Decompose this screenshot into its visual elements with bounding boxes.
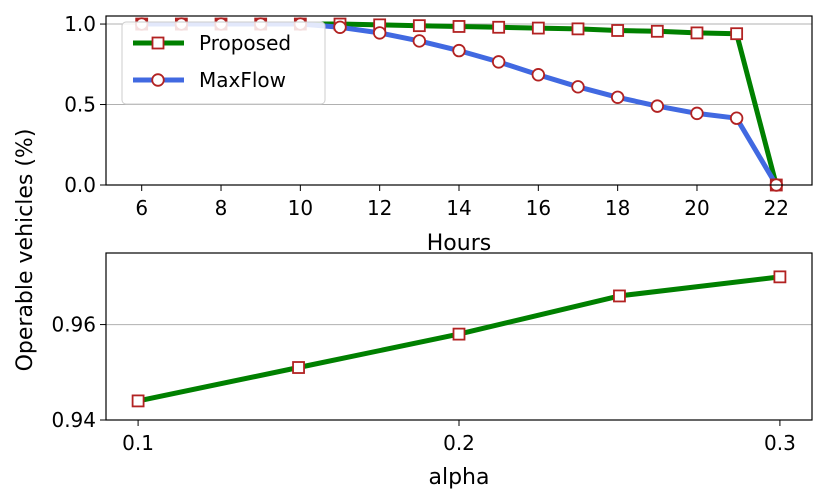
chart-hours: 0.0 0.5 1.0 6 8 10 12 14 16 18 20 22 Hours Proposed Ma… <box>64 12 813 256</box>
x-tick-label: 16 <box>526 196 551 220</box>
data-point-proposed <box>492 20 506 34</box>
shared-y-axis-label: Operable vehicles (%) <box>13 129 38 372</box>
x-tick-label: 0.1 <box>122 431 154 455</box>
plot-frame <box>105 15 813 186</box>
data-point-proposed <box>690 26 704 40</box>
data-point-maxflow <box>610 90 625 104</box>
legend-marker-maxflow <box>151 73 165 87</box>
x-tick-label: 0.3 <box>764 431 796 455</box>
x-tick-label: 0.2 <box>443 431 475 455</box>
legend: Proposed MaxFlow <box>121 21 326 105</box>
data-point-proposed <box>571 22 585 36</box>
plot-frame <box>105 252 813 421</box>
chart-alpha: 0.94 0.96 0.1 0.2 0.3 alpha <box>51 252 813 490</box>
data-point-maxflow <box>571 80 585 94</box>
data-point-alpha <box>131 394 145 408</box>
data-point-maxflow <box>531 68 546 82</box>
data-point-proposed <box>650 24 664 38</box>
x-tick-label: 14 <box>446 196 471 220</box>
data-point-maxflow <box>491 55 506 69</box>
y-tick-label: 0.94 <box>51 408 96 432</box>
data-point-proposed <box>412 19 426 33</box>
data-point-maxflow <box>372 26 387 40</box>
x-tick-label: 22 <box>764 196 789 220</box>
data-point-alpha <box>452 327 466 341</box>
data-point-proposed <box>531 21 545 35</box>
data-point-proposed <box>611 24 625 37</box>
x-tick-label: 18 <box>605 196 630 220</box>
y-tick-label: 0.0 <box>64 173 96 197</box>
x-tick-label: 20 <box>684 196 709 220</box>
data-point-maxflow <box>729 111 744 125</box>
x-axis-label: Hours <box>427 231 491 256</box>
y-tick-label: 0.5 <box>64 93 96 117</box>
x-tick-label: 12 <box>367 196 392 220</box>
x-tick-label: 6 <box>135 196 148 220</box>
legend-label-proposed: Proposed <box>199 31 291 55</box>
data-point-proposed <box>452 20 466 33</box>
legend-label-maxflow: MaxFlow <box>199 68 286 92</box>
data-point-alpha <box>773 270 787 284</box>
y-tick-label: 1.0 <box>64 12 96 36</box>
data-point-alpha <box>292 361 305 374</box>
legend-marker-proposed <box>151 36 165 50</box>
data-point-alpha <box>613 289 626 303</box>
data-point-maxflow <box>650 99 665 113</box>
x-axis-label: alpha <box>429 465 490 490</box>
x-tick-label: 10 <box>288 196 313 220</box>
y-tick-label: 0.96 <box>51 313 96 337</box>
data-point-maxflow <box>452 43 466 58</box>
data-point-maxflow <box>333 20 347 34</box>
data-point-proposed <box>730 27 744 41</box>
data-point-maxflow <box>690 106 704 121</box>
data-point-maxflow <box>412 34 427 48</box>
x-tick-label: 8 <box>215 196 228 220</box>
